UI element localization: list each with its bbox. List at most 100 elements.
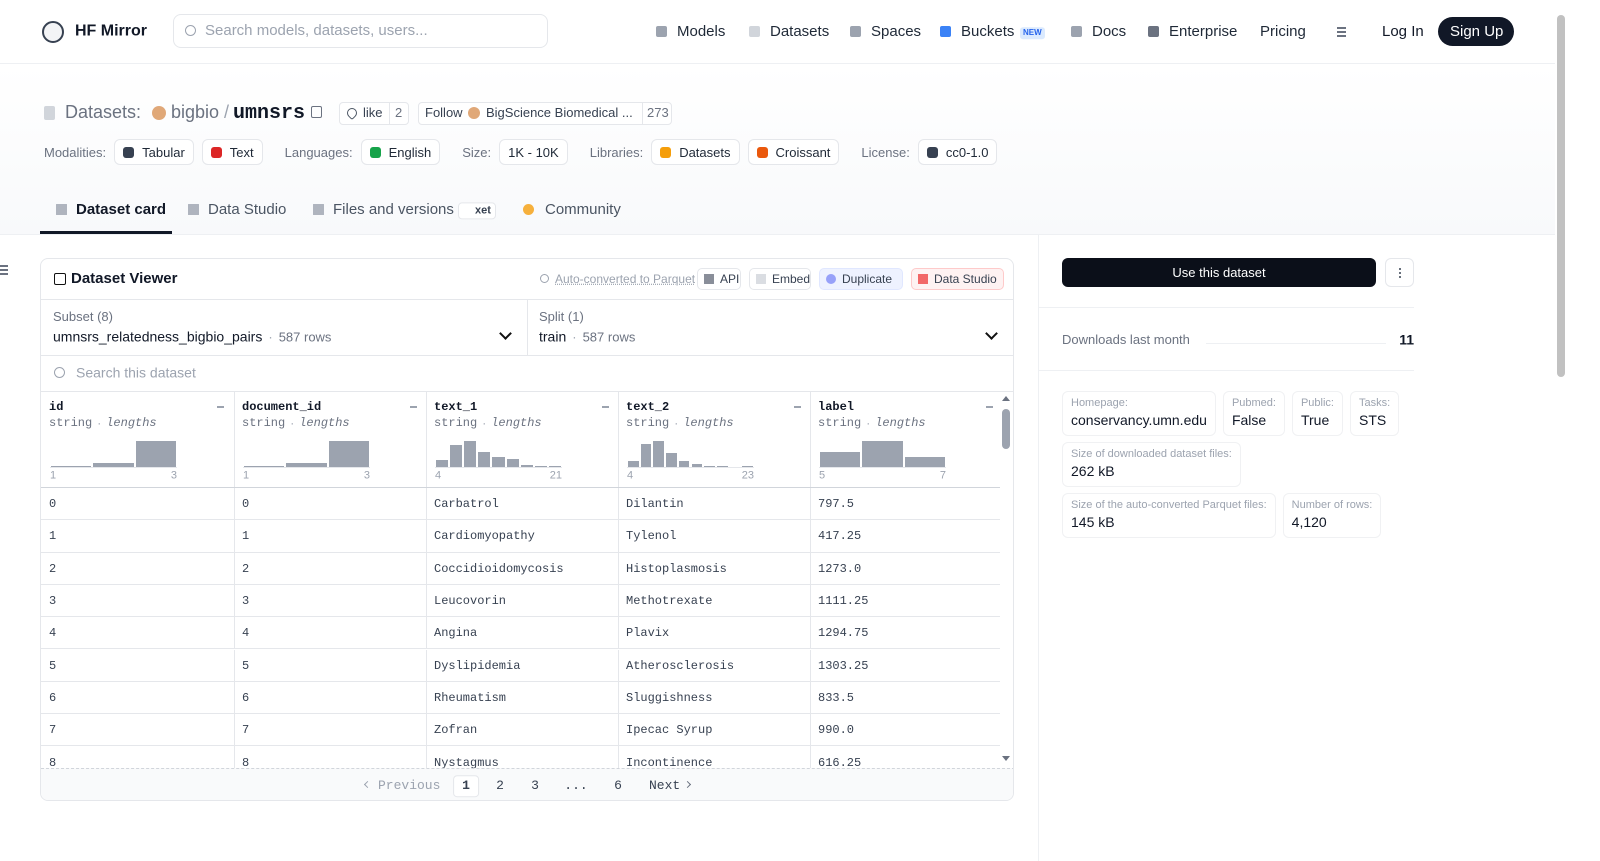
like-button[interactable]: [339, 102, 409, 125]
column-name: id: [49, 399, 64, 414]
table-row[interactable]: 6 6 Rheumatism Sluggishness 833.5: [41, 681, 1000, 715]
chevron: [499, 327, 512, 340]
tag-icon: [123, 146, 135, 158]
column-header[interactable]: text_1 string · lengths 4 21: [426, 392, 618, 487]
viewer-button[interactable]: Data Studio: [911, 268, 1004, 290]
column-header[interactable]: document_id string · lengths 1 3: [234, 392, 426, 487]
dataset-search[interactable]: Search this dataset: [76, 364, 196, 381]
tag-chip[interactable]: cc0-1.0: [917, 139, 998, 165]
table-row[interactable]: 5 5 Dyslipidemia Atherosclerosis 1303.25: [41, 649, 1000, 682]
column-name: text_2: [626, 399, 670, 414]
table-row[interactable]: 2 2 Coccidioidomycosis Histoplasmosis 1273.0: [41, 552, 1000, 585]
xet-badge: xet: [458, 202, 496, 220]
subset-value[interactable]: umnsrs_relatedness_bigbio_pairs · 587 rows: [53, 329, 331, 346]
cell-text: 4: [49, 626, 57, 641]
cell-text: Plavix: [626, 626, 670, 641]
viewer-button[interactable]: API: [697, 268, 741, 290]
table-row[interactable]: 7 7 Zofran Ipecac Syrup 990.0: [41, 714, 1000, 747]
type-name: string: [626, 415, 670, 430]
cell-text: Atherosclerosis: [626, 658, 735, 673]
tag-chip[interactable]: English: [360, 139, 441, 165]
brand[interactable]: HF Mirror: [75, 22, 147, 40]
cell-text: 833.5: [818, 690, 855, 705]
viewer-button[interactable]: Duplicate: [819, 268, 903, 290]
table-row[interactable]: 1 1 Cardiomyopathy Tylenol 417.25: [41, 520, 1000, 553]
split-name: train: [539, 328, 567, 345]
subset-label: Subset (8): [53, 309, 113, 325]
chevron: [985, 327, 998, 340]
tab[interactable]: Data Studio: [208, 201, 287, 218]
page-button[interactable]: 6: [614, 778, 622, 794]
column-type: string · lengths: [434, 416, 542, 430]
histogram-bar: [628, 460, 639, 467]
nav-link[interactable]: Spaces: [871, 23, 922, 40]
nav-link[interactable]: Models: [677, 23, 726, 40]
nav-link[interactable]: Docs: [1092, 23, 1127, 40]
login[interactable]: Log In: [1382, 23, 1424, 40]
follow-button[interactable]: [418, 102, 672, 125]
viewer-button[interactable]: Embed: [749, 268, 811, 290]
table-row[interactable]: 0 0 Carbatrol Dilantin 797.5: [41, 488, 1000, 521]
column-header[interactable]: text_2 string · lengths 4 23: [618, 392, 810, 487]
dot: ·: [97, 415, 102, 430]
page-button[interactable]: 2: [496, 778, 504, 794]
nav-link[interactable]: Pricing: [1260, 23, 1306, 40]
tag-chip[interactable]: Croissant: [747, 139, 840, 165]
nav-link[interactable]: Enterprise: [1169, 23, 1238, 40]
previous[interactable]: Previous: [378, 778, 441, 794]
page-button[interactable]: ...: [564, 778, 588, 794]
table-cell: 4: [42, 617, 234, 649]
column-header[interactable]: label string · lengths 5 7: [810, 392, 1002, 487]
cell-text: Nystagmus: [434, 755, 499, 768]
tag-chip[interactable]: Tabular: [114, 139, 194, 165]
table-cell: Plavix: [618, 617, 810, 650]
histogram-bar: [478, 452, 491, 467]
table-cell: 3: [42, 585, 234, 617]
signup-button[interactable]: Sign Up: [1438, 17, 1514, 46]
table-row[interactable]: 3 3 Leucovorin Methotrexate 1111.25: [41, 584, 1000, 618]
auto-converted[interactable]: Auto-converted to Parquet: [555, 271, 696, 286]
table-cell: 990.0: [810, 714, 1000, 747]
nav-link[interactable]: Datasets: [770, 23, 830, 40]
page-button[interactable]: 1: [453, 775, 479, 797]
cell-text: 7: [242, 723, 250, 738]
cell-text: Tylenol: [626, 529, 677, 544]
table-row[interactable]: 8 8 Nystagmus Incontinence 616.25: [41, 746, 1000, 768]
next[interactable]: Next: [649, 778, 681, 794]
histogram-bar: [678, 460, 690, 467]
more-button[interactable]: [1385, 258, 1414, 287]
nav-link[interactable]: Buckets: [961, 23, 1015, 40]
follow-label: Follow: [425, 105, 463, 121]
tag-chip[interactable]: Datasets: [651, 139, 740, 165]
histogram-baseline: [50, 467, 177, 468]
tab[interactable]: Community: [545, 201, 621, 218]
tag-chip[interactable]: Text: [201, 139, 263, 165]
copy-icon[interactable]: [311, 106, 322, 118]
table-row[interactable]: 4 4 Angina Plavix 1294.75: [41, 617, 1000, 650]
table-cell: Dyslipidemia: [426, 649, 618, 682]
search-box[interactable]: Search models, datasets, users...: [173, 14, 548, 48]
sidebar-toggle: [0, 269, 8, 271]
histogram-bar: [666, 453, 677, 467]
info-label: Size of downloaded dataset files:: [1071, 448, 1232, 460]
histogram-max: 21: [549, 469, 562, 482]
tab[interactable]: Dataset card: [76, 201, 167, 218]
dataset-name[interactable]: umnsrs: [233, 102, 306, 125]
cell-text: 1303.25: [818, 658, 869, 673]
cell-text: 1: [242, 529, 250, 544]
sort-icon: [794, 401, 801, 413]
column-header[interactable]: id string · lengths 1 3: [42, 392, 234, 487]
tag-chip[interactable]: 1K - 10K: [499, 139, 568, 165]
next-chevron: [683, 780, 692, 789]
owner[interactable]: bigbio: [171, 102, 220, 123]
tab[interactable]: Files and versions: [333, 201, 454, 218]
histogram-bar: [436, 460, 449, 467]
histogram-bar: [93, 462, 134, 467]
stat-name: lengths: [875, 415, 926, 430]
cell-text: Histoplasmosis: [626, 561, 727, 576]
table-cell: 1: [42, 520, 234, 552]
page-button[interactable]: 3: [531, 778, 539, 794]
split-value[interactable]: train · 587 rows: [539, 329, 635, 346]
use-dataset-button[interactable]: Use this dataset: [1062, 258, 1376, 287]
table-scroll-thumb: [1002, 409, 1010, 449]
